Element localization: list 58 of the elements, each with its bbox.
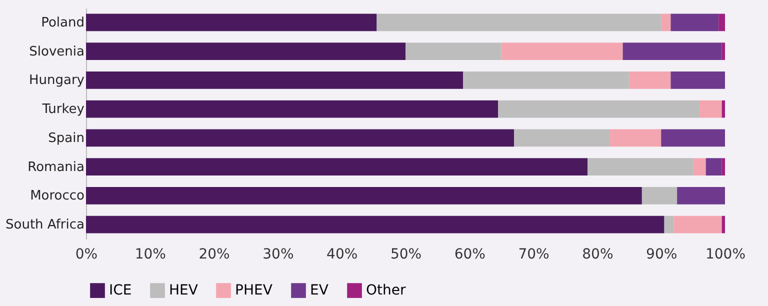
bar: [629, 72, 671, 89]
legend-label: Other: [366, 282, 406, 299]
bar: [86, 42, 406, 60]
bar: [622, 42, 722, 60]
bar: [661, 14, 671, 32]
bar: [664, 216, 674, 234]
x-tick-label: 50%: [390, 246, 422, 262]
x-tick-label: 100%: [705, 246, 746, 262]
bar: [722, 42, 725, 60]
bar: [610, 129, 662, 147]
bar: [718, 14, 725, 32]
bar: [86, 14, 377, 32]
bar: [498, 100, 700, 118]
legend-label: ICE: [109, 282, 132, 299]
bar: [514, 129, 610, 147]
x-tick-label: 80%: [582, 246, 614, 262]
bar: [406, 42, 502, 60]
bar: [677, 187, 725, 204]
bar: [501, 42, 623, 60]
bar: [722, 158, 725, 176]
legend-label: HEV: [169, 282, 198, 299]
bar: [706, 158, 722, 176]
legend-label: PHEV: [235, 282, 273, 299]
y-tick-label: Romania: [28, 160, 84, 175]
y-tick-label: Spain: [48, 130, 84, 146]
bar: [86, 187, 642, 204]
x-tick-label: 20%: [198, 246, 230, 262]
bar: [699, 100, 722, 118]
x-tick-label: 0%: [75, 246, 98, 262]
bar: [86, 158, 588, 176]
x-tick-label: 60%: [454, 246, 486, 262]
x-tick-label: 30%: [262, 246, 294, 262]
y-tick-label: Hungary: [28, 73, 85, 88]
y-tick-label: Morocco: [30, 188, 85, 204]
legend-label: EV: [310, 282, 329, 299]
y-tick-label: South Africa: [6, 218, 84, 233]
x-tick-label: 90%: [646, 246, 678, 262]
bar: [588, 158, 694, 176]
x-tick-label: 70%: [518, 246, 550, 262]
bar: [86, 100, 498, 118]
bar: [86, 216, 664, 234]
bar: [661, 129, 725, 147]
bar: [86, 72, 464, 89]
x-tick-label: 40%: [326, 246, 358, 262]
bar: [670, 14, 719, 32]
y-tick-label: Poland: [41, 15, 84, 30]
bar: [722, 100, 725, 118]
bar: [642, 187, 678, 204]
y-tick-label: Turkey: [41, 102, 85, 118]
bar: [670, 72, 725, 89]
bar: [722, 216, 725, 234]
bar: [86, 129, 514, 147]
bar: [463, 72, 630, 89]
bar: [693, 158, 706, 176]
bar: [674, 216, 722, 234]
x-tick-label: 10%: [134, 246, 166, 262]
bar: [376, 14, 662, 32]
y-tick-label: Slovenia: [29, 44, 84, 60]
